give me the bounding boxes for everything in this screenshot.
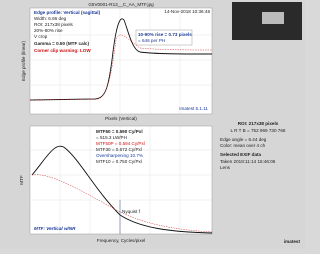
info-line: Oversharpening 10.7% xyxy=(96,153,143,158)
rise-text: = 646 per PH xyxy=(138,38,165,43)
mtf-caption: MTF: Vertical w/NR xyxy=(34,226,76,231)
info-line: Width: 6.66 deg xyxy=(34,16,67,21)
roi-region xyxy=(262,12,284,24)
exif-line: Taken 2018:11:14 15:46:06 xyxy=(220,159,276,164)
exif-title: Selected EXIF data xyxy=(220,152,262,157)
exif-line: Lens xyxy=(220,165,231,170)
info-line: V crop xyxy=(34,34,48,39)
info-line: MTF10 = 0.750 Cy/Pxl xyxy=(96,159,142,164)
lrtb-text: L R T B = 752 969 730 768 xyxy=(231,128,286,133)
side-line: Color: mean over 4 ch xyxy=(220,143,266,148)
info-line: MTF50P = 0.594 Cy/Pxl xyxy=(96,141,145,146)
x-label: Pixels (Vertical) xyxy=(105,116,137,121)
version: Imatest 5.1.11 xyxy=(179,106,208,111)
info-line: Corner clip warning: LOW xyxy=(34,48,91,53)
file-title: G5V0001-R13__C_AA_MTF.jpg xyxy=(88,2,154,7)
brand-logo: imatest xyxy=(284,239,301,244)
info-line: ROI: 217x38 pixels xyxy=(34,22,74,27)
info-line: MTF30 = 0.672 Cy/Pxl xyxy=(96,147,142,152)
info-line: Edge profile: Vertical (sagittal) xyxy=(34,10,101,15)
date: 14-Nov-2018 10:36:48 xyxy=(164,9,210,14)
info-line: MTF50 = 0.590 Cy/Pxl xyxy=(96,129,143,134)
y-label: Edge profile (linear) xyxy=(21,40,26,81)
info-line: = 515.3 LW/PH xyxy=(96,135,127,140)
info-line: 20%-80% rise xyxy=(34,28,63,33)
nyquist-label: Nyquist f xyxy=(122,209,141,214)
side-line: Edge angle = 6.44 deg xyxy=(220,137,267,142)
screenshot: G5V0001-R13__C_AA_MTF.jpg 14-Nov-2018 10… xyxy=(0,0,305,249)
y-label: MTF xyxy=(19,175,24,185)
info-line: Gamma = 0.50 (MTF calc) xyxy=(34,41,89,46)
rise-text: 10-90% rise = 0.73 pixels xyxy=(138,32,192,37)
x-label: Frequency, Cycles/pixel xyxy=(97,238,145,243)
roi-text: ROI: 217x38 pixels xyxy=(238,121,279,126)
